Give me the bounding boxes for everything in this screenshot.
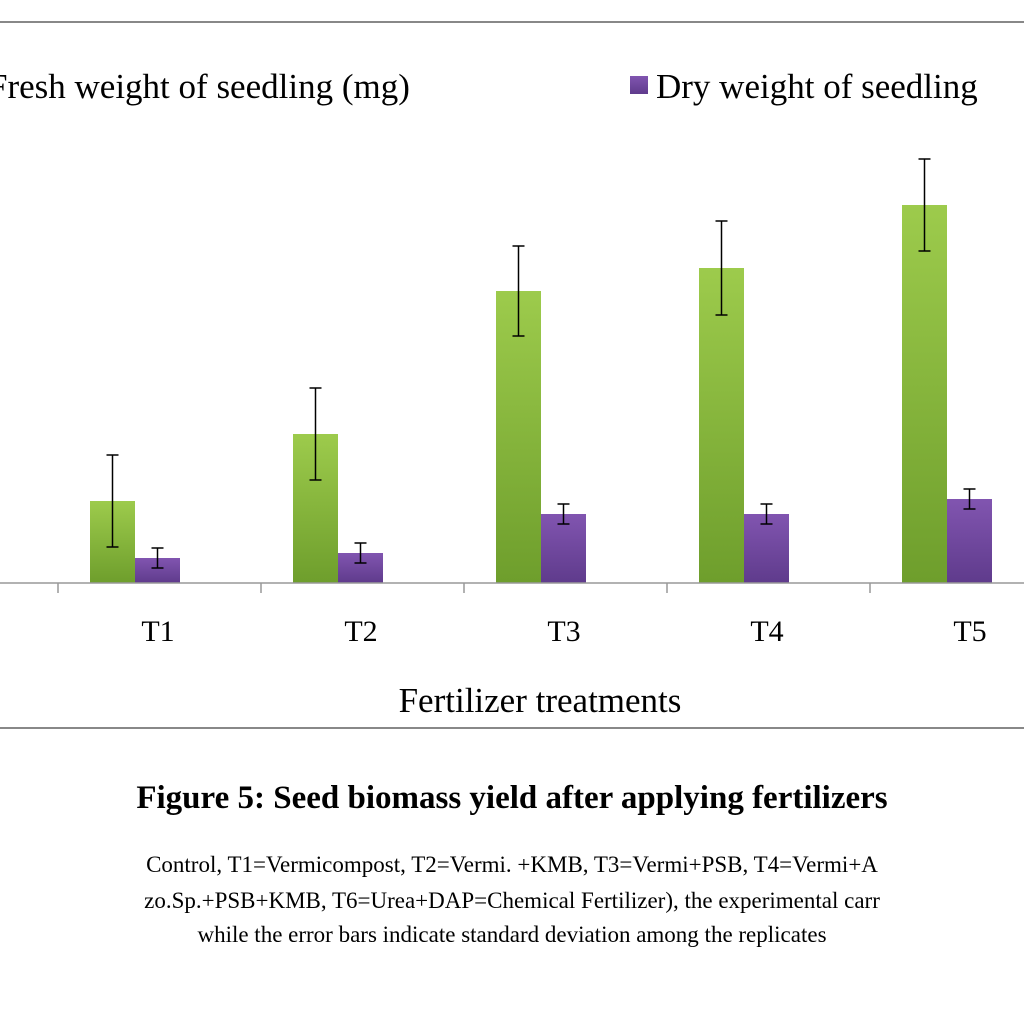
legend: Fresh weight of seedling (mg) Dry weight… — [0, 67, 978, 106]
x-tick-label: T2 — [344, 615, 377, 648]
bar-fresh-T4 — [699, 268, 744, 583]
legend-swatch-dry — [630, 76, 648, 94]
bar-fresh-T5 — [902, 205, 947, 583]
figure-title: Figure 5: Seed biomass yield after apply… — [136, 780, 888, 816]
legend-label-dry: Dry weight of seedling — [656, 67, 978, 106]
x-tick-label: T3 — [547, 615, 580, 648]
x-axis-title: Fertilizer treatments — [399, 681, 682, 720]
x-tick-label: T5 — [953, 615, 986, 648]
caption-line-1: Control, T1=Vermicompost, T2=Vermi. +KMB… — [146, 852, 878, 877]
bar-dry-T3 — [541, 514, 586, 583]
caption-line-2: zo.Sp.+PSB+KMB, T6=Urea+DAP=Chemical Fer… — [144, 888, 880, 913]
bar-dry-T5 — [947, 499, 992, 583]
bar-dry-T4 — [744, 514, 789, 583]
x-tick-label: T1 — [141, 615, 174, 648]
x-tick-label: T4 — [750, 615, 783, 648]
legend-label-fresh: Fresh weight of seedling (mg) — [0, 67, 410, 106]
bar-fresh-T3 — [496, 291, 541, 583]
caption-line-3: while the error bars indicate standard d… — [197, 922, 827, 947]
